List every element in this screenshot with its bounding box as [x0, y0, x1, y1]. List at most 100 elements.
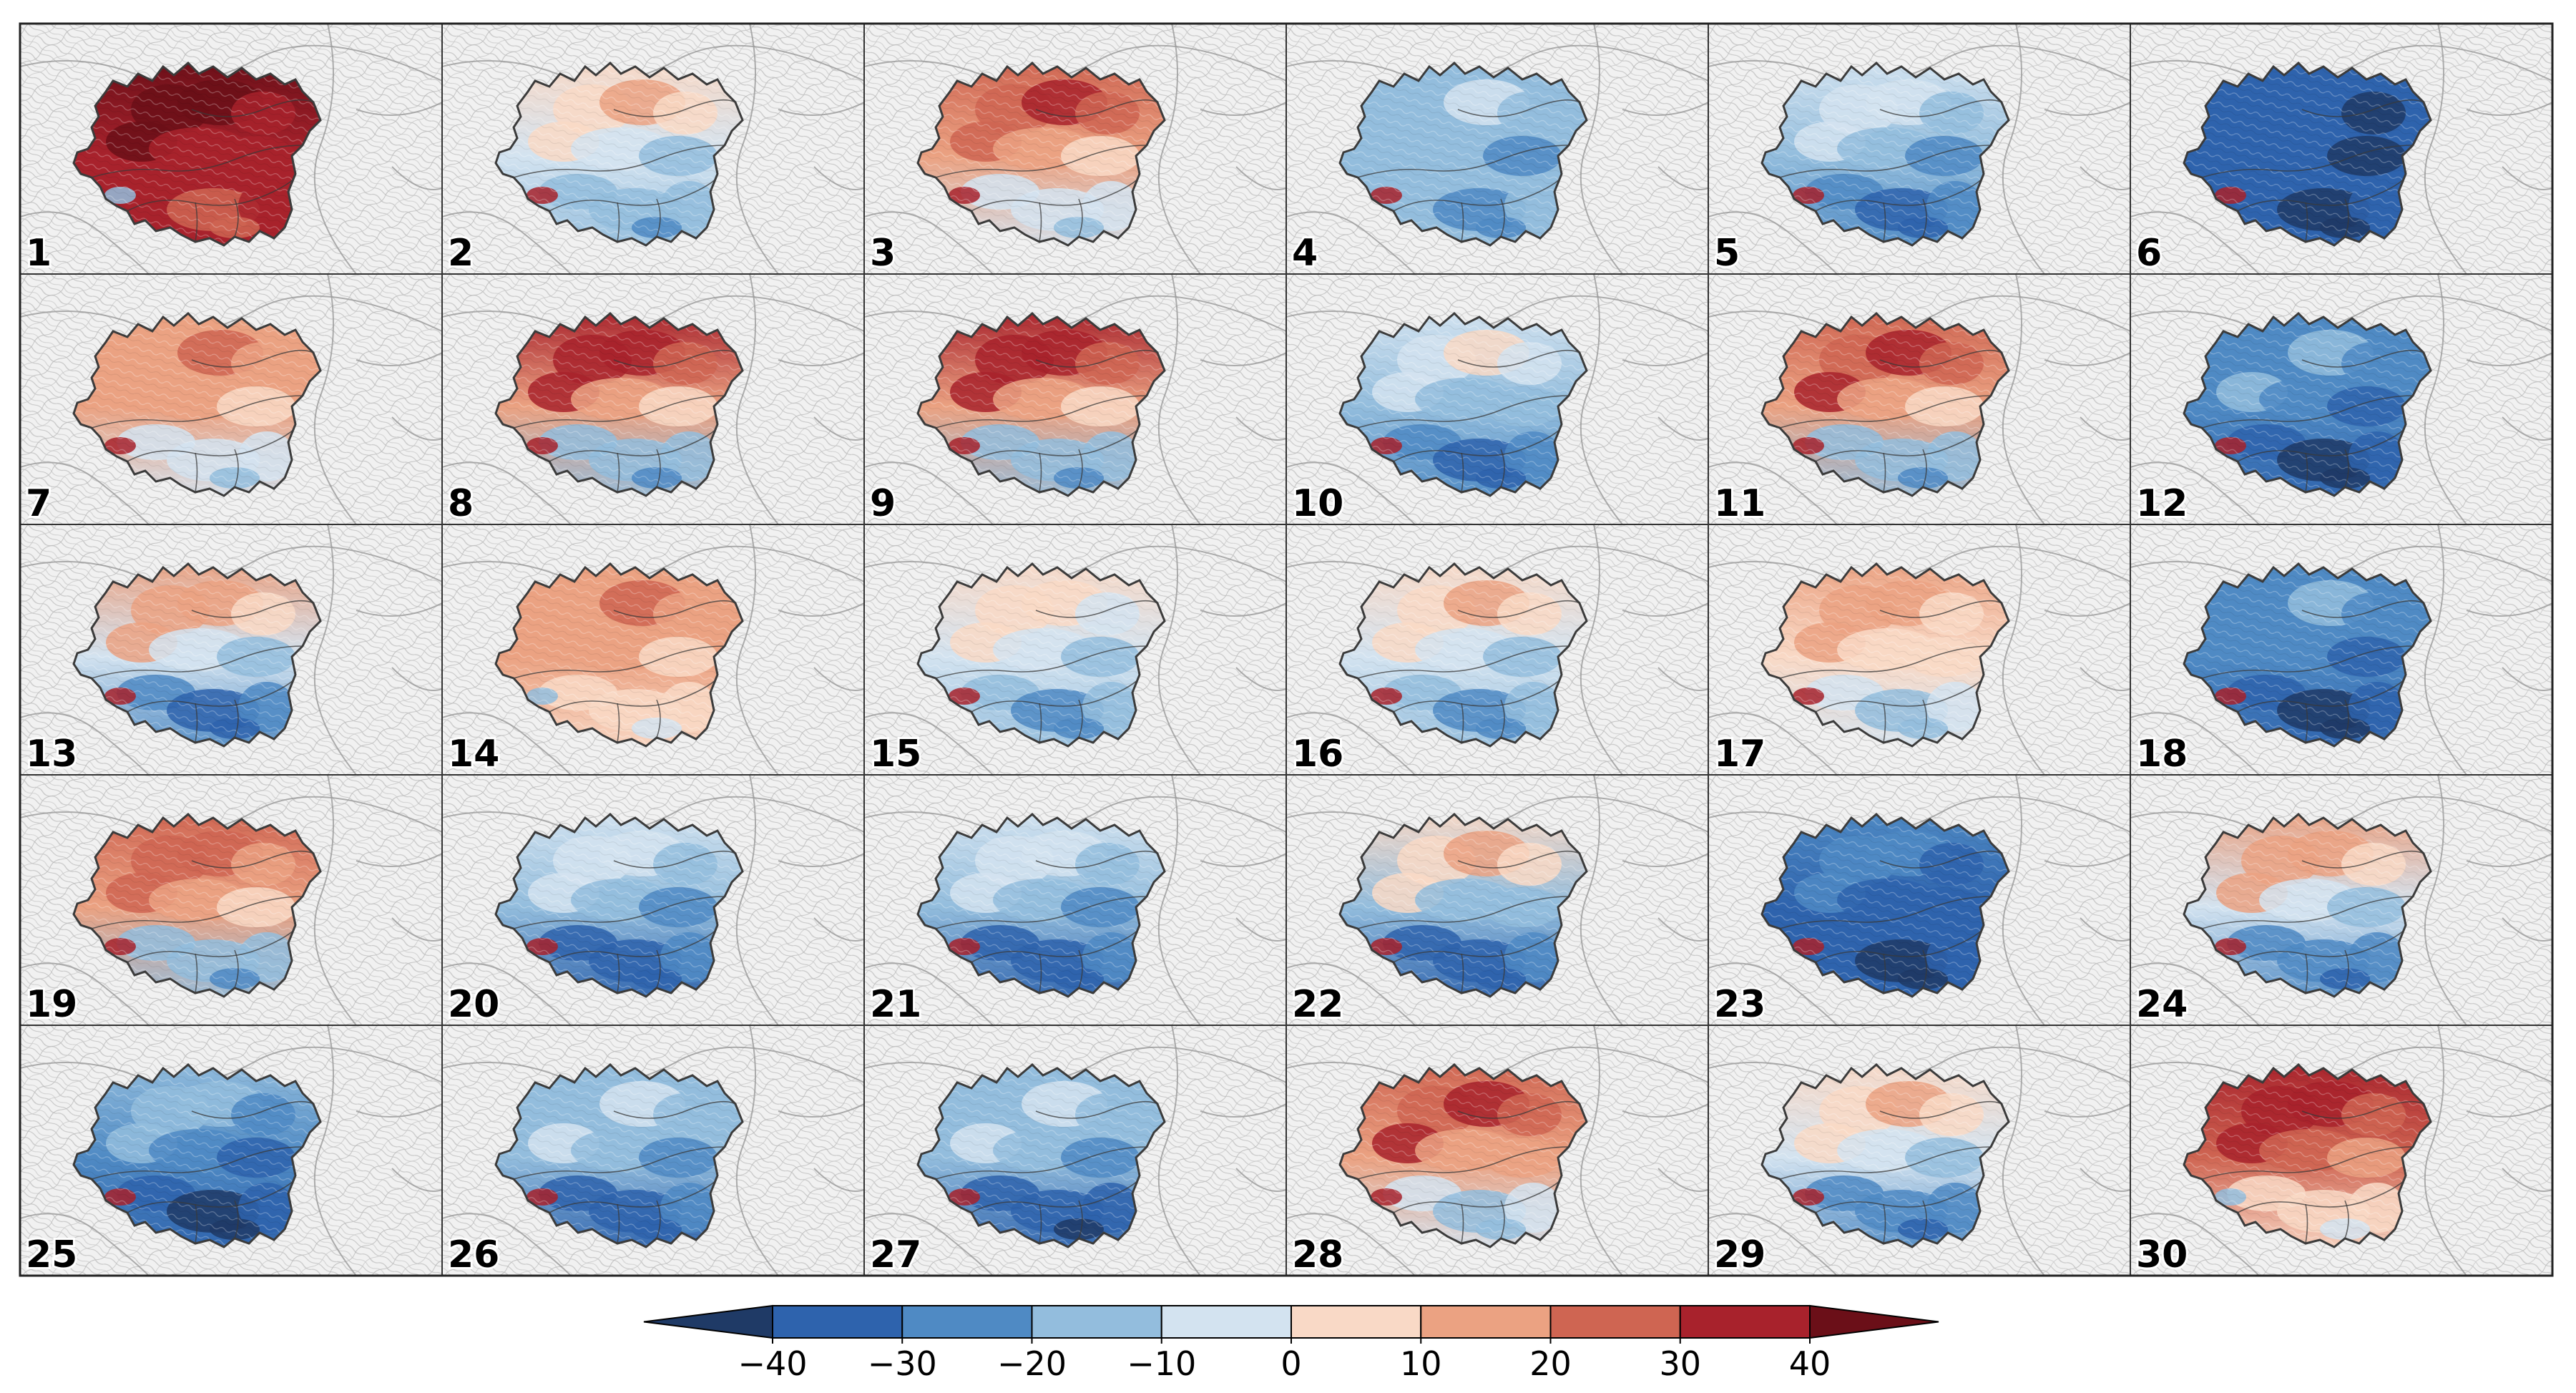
panel-label-23: 23 [1714, 983, 1766, 1026]
region-outline [72, 311, 322, 497]
anomaly-field [918, 63, 1165, 245]
map-panel-6: 6 [2130, 23, 2553, 277]
panel-label-14: 14 [448, 733, 499, 776]
panel-label-12: 12 [2136, 482, 2188, 525]
panel-label-7: 7 [26, 482, 52, 525]
panel-label-30: 30 [2136, 1233, 2188, 1276]
map-panel-29: 29 [1708, 1025, 2131, 1279]
region-outline [2183, 61, 2432, 247]
panel-label-11: 11 [1714, 482, 1766, 525]
panel-label-21: 21 [870, 983, 921, 1026]
anomaly-field [918, 1065, 1165, 1247]
panel-label-13: 13 [26, 733, 77, 776]
map-panel-13: 13 [19, 524, 443, 778]
panel-label-6: 6 [2136, 232, 2162, 275]
region-outline [494, 1062, 744, 1248]
map-panel-3: 3 [863, 23, 1287, 277]
panel-label-18: 18 [2136, 733, 2188, 776]
map-panel-11: 11 [1708, 273, 2131, 527]
anomaly-field [1762, 814, 2009, 997]
region-outline [1338, 311, 1588, 497]
map-panel-24: 24 [2130, 774, 2553, 1028]
map-panel-14: 14 [441, 524, 865, 778]
region-outline [2183, 812, 2432, 998]
region-outline [916, 311, 1166, 497]
anomaly-field [496, 313, 743, 496]
panel-label-22: 22 [1292, 983, 1343, 1026]
map-panel-18: 18 [2130, 524, 2553, 778]
panel-label-8: 8 [448, 482, 474, 525]
map-panel-27: 27 [863, 1025, 1287, 1279]
panel-label-10: 10 [1292, 482, 1343, 525]
map-panel-10: 10 [1285, 273, 1709, 527]
panel-label-28: 28 [1292, 1233, 1343, 1276]
map-panel-2: 2 [441, 23, 865, 277]
region-outline [494, 562, 744, 748]
map-panel-8: 8 [441, 273, 865, 527]
panel-label-1: 1 [26, 232, 52, 275]
panel-label-3: 3 [870, 232, 896, 275]
anomaly-field [74, 313, 320, 496]
region-outline [1760, 812, 2010, 998]
panel-label-15: 15 [870, 733, 921, 776]
region-outline [494, 812, 744, 998]
panel-label-29: 29 [1714, 1233, 1766, 1276]
map-panel-12: 12 [2130, 273, 2553, 527]
map-panel-22: 22 [1285, 774, 1709, 1028]
region-outline [72, 562, 322, 748]
anomaly-field [74, 1065, 320, 1247]
map-panel-19: 19 [19, 774, 443, 1028]
map-panel-15: 15 [863, 524, 1287, 778]
anomaly-field [1340, 63, 1587, 245]
region-outline [916, 562, 1166, 748]
map-panel-7: 7 [19, 273, 443, 527]
anomaly-field [74, 564, 320, 746]
map-panel-4: 4 [1285, 23, 1709, 277]
panel-label-17: 17 [1714, 733, 1766, 776]
region-outline [1338, 1062, 1588, 1248]
region-outline [916, 61, 1166, 247]
panel-label-26: 26 [448, 1233, 499, 1276]
region-outline [494, 311, 744, 497]
map-panel-21: 21 [863, 774, 1287, 1028]
region-outline [1760, 61, 2010, 247]
region-outline [916, 812, 1166, 998]
panel-label-2: 2 [448, 232, 474, 275]
panel-label-24: 24 [2136, 983, 2188, 1026]
panel-label-9: 9 [870, 482, 896, 525]
region-outline [1760, 311, 2010, 497]
region-outline [72, 61, 322, 247]
panel-label-20: 20 [448, 983, 499, 1026]
map-panel-16: 16 [1285, 524, 1709, 778]
region-outline [916, 1062, 1166, 1248]
map-panel-20: 20 [441, 774, 865, 1028]
panel-label-19: 19 [26, 983, 77, 1026]
map-panel-26: 26 [441, 1025, 865, 1279]
region-outline [494, 61, 744, 247]
map-panel-5: 5 [1708, 23, 2131, 277]
panel-label-5: 5 [1714, 232, 1740, 275]
region-outline [72, 812, 322, 998]
panel-label-25: 25 [26, 1233, 77, 1276]
panel-label-4: 4 [1292, 232, 1318, 275]
region-outline [1760, 1062, 2010, 1248]
region-outline [72, 1062, 322, 1248]
region-outline [2183, 562, 2432, 748]
map-panel-28: 28 [1285, 1025, 1709, 1279]
region-outline [1338, 812, 1588, 998]
anomaly-field [2184, 1065, 2431, 1247]
map-panel-9: 9 [863, 273, 1287, 527]
map-panel-23: 23 [1708, 774, 2131, 1028]
region-outline [2183, 311, 2432, 497]
panel-label-27: 27 [870, 1233, 921, 1276]
region-outline [1338, 61, 1588, 247]
anomaly-field [918, 814, 1165, 997]
region-outline [1760, 562, 2010, 748]
panel-label-16: 16 [1292, 733, 1343, 776]
map-panel-17: 17 [1708, 524, 2131, 778]
region-outline [2183, 1062, 2432, 1248]
anomaly-field [74, 63, 320, 245]
map-panel-25: 25 [19, 1025, 443, 1279]
map-panel-1: 1 [19, 23, 443, 277]
